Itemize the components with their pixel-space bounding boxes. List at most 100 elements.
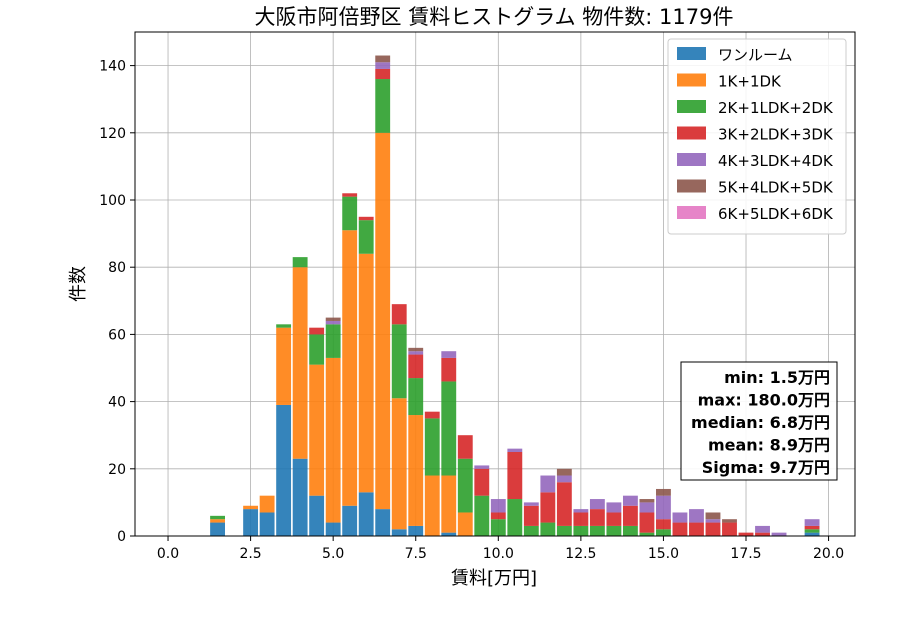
- y-tick-label: 0: [117, 529, 126, 545]
- bar-segment: [540, 475, 556, 493]
- bar-segment: [672, 512, 688, 523]
- bar-segment: [309, 334, 325, 365]
- bar-segment: [358, 253, 374, 493]
- bar-segment: [276, 404, 292, 536]
- bar-segment: [375, 79, 391, 133]
- bar-segment: [589, 525, 605, 536]
- bar-segment: [689, 509, 704, 523]
- bar-segment: [457, 435, 473, 459]
- bar-segment: [656, 488, 671, 496]
- legend-swatch: [677, 73, 706, 87]
- bar-segment: [424, 418, 440, 476]
- stats-box-frame: [680, 361, 838, 481]
- bar-segment: [738, 532, 754, 536]
- legend-label: 2K+1LDK+2DK: [718, 99, 834, 117]
- bar-segment: [325, 317, 341, 321]
- stats-box: min: 1.5万円 max: 180.0万円 median: 6.8万円 mean:…: [680, 361, 838, 481]
- legend-label: 6K+5LDK+6DK: [718, 205, 834, 223]
- bar-segment: [441, 532, 457, 536]
- bar-segment: [804, 532, 820, 536]
- bar-segment: [490, 499, 506, 513]
- bar-segment: [391, 304, 407, 325]
- bar-segment: [375, 55, 391, 63]
- x-axis-ticks: 0.0 2.5 5.0 7.5 10.0 12.5 15.0 17.5 20.0: [157, 536, 844, 562]
- bar-segment: [755, 532, 770, 536]
- bar-segment: [556, 525, 572, 536]
- bar-segment: [622, 525, 638, 536]
- series-6: [325, 55, 737, 523]
- legend: ワンルーム 1K+1DK 2K+1LDK+2DK 3K+2LDK+3DK 4K+3LDK…: [667, 38, 847, 235]
- legend-label: ワンルーム: [718, 46, 793, 64]
- bar-segment: [507, 448, 523, 452]
- y-tick-label: 60: [108, 327, 126, 343]
- bar-segment: [573, 525, 589, 536]
- bar-segment: [656, 495, 671, 520]
- bar-segment: [276, 324, 292, 328]
- bar-segment: [325, 522, 341, 536]
- bar-segment: [375, 132, 391, 510]
- legend-label: 4K+3LDK+4DK: [718, 152, 834, 170]
- bar-segment: [276, 327, 292, 405]
- bar-segment: [490, 519, 506, 536]
- bar-segment: [589, 509, 605, 526]
- bar-segment: [243, 505, 259, 510]
- bar-segment: [639, 532, 655, 536]
- bar-segment: [804, 519, 820, 526]
- bar-segment: [507, 452, 523, 500]
- bar-segment: [342, 230, 358, 506]
- y-tick-label: 20: [108, 462, 126, 478]
- bar-segment: [325, 320, 341, 325]
- plot-frame: [134, 31, 856, 537]
- bar-segment: [656, 529, 671, 536]
- bar-segment: [722, 522, 737, 536]
- bar-segment: [540, 522, 556, 536]
- bar-segment: [259, 495, 275, 513]
- stats-line: mean: 8.9万円: [708, 436, 830, 455]
- y-tick-label: 100: [99, 193, 126, 209]
- bar-segment: [342, 193, 358, 197]
- bar-segment: [358, 216, 374, 221]
- x-tick-label: 15.0: [648, 546, 679, 562]
- stats-line: Sigma: 9.7万円: [702, 458, 830, 477]
- bar-segment: [391, 529, 407, 536]
- legend-frame: [667, 38, 847, 235]
- x-axis-label: 賃料[万円]: [451, 568, 537, 589]
- bar-segment: [309, 495, 325, 536]
- bar-segment: [424, 411, 440, 419]
- series-1: [210, 404, 820, 536]
- x-tick-label: 20.0: [813, 546, 844, 562]
- bar-segment: [408, 351, 424, 355]
- stats-line: max: 180.0万円: [698, 391, 830, 410]
- y-tick-label: 80: [108, 260, 126, 276]
- bar-segment: [556, 482, 572, 526]
- bar-segment: [408, 525, 424, 536]
- bar-segment: [606, 512, 622, 526]
- bar-segment: [556, 475, 572, 483]
- bar-segment: [523, 502, 539, 506]
- bar-segment: [408, 354, 424, 379]
- bar-segment: [375, 509, 391, 536]
- bar-segment: [804, 525, 820, 530]
- bar-segment: [755, 525, 770, 533]
- bar-segment: [358, 220, 374, 254]
- bar-segment: [474, 495, 490, 536]
- bar-segment: [523, 505, 539, 526]
- bar-segment: [523, 525, 539, 536]
- x-tick-label: 17.5: [730, 546, 761, 562]
- legend-label: 5K+4LDK+5DK: [718, 179, 834, 197]
- bar-segment: [309, 364, 325, 496]
- bar-segment: [689, 522, 704, 536]
- legend-label: 1K+1DK: [718, 73, 782, 91]
- bar-segment: [540, 492, 556, 523]
- x-tick-label: 12.5: [565, 546, 596, 562]
- x-tick-label: 5.0: [322, 546, 344, 562]
- legend-swatch: [677, 47, 706, 60]
- y-axis-label: 件数: [68, 266, 89, 302]
- bar-segment: [309, 327, 325, 335]
- legend-label: 3K+2LDK+3DK: [718, 126, 834, 144]
- bar-segment: [639, 502, 655, 513]
- bar-segment: [441, 357, 457, 382]
- bar-segment: [490, 512, 506, 520]
- y-tick-label: 140: [99, 59, 126, 75]
